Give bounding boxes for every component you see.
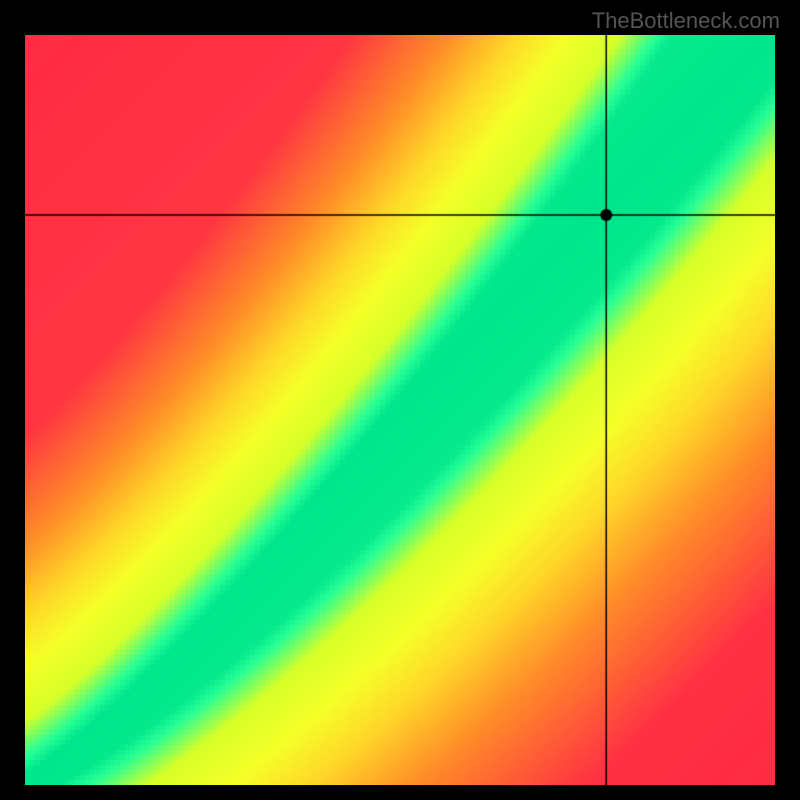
bottleneck-heatmap bbox=[25, 35, 775, 785]
chart-container: TheBottleneck.com bbox=[0, 0, 800, 800]
watermark-text: TheBottleneck.com bbox=[592, 8, 780, 34]
